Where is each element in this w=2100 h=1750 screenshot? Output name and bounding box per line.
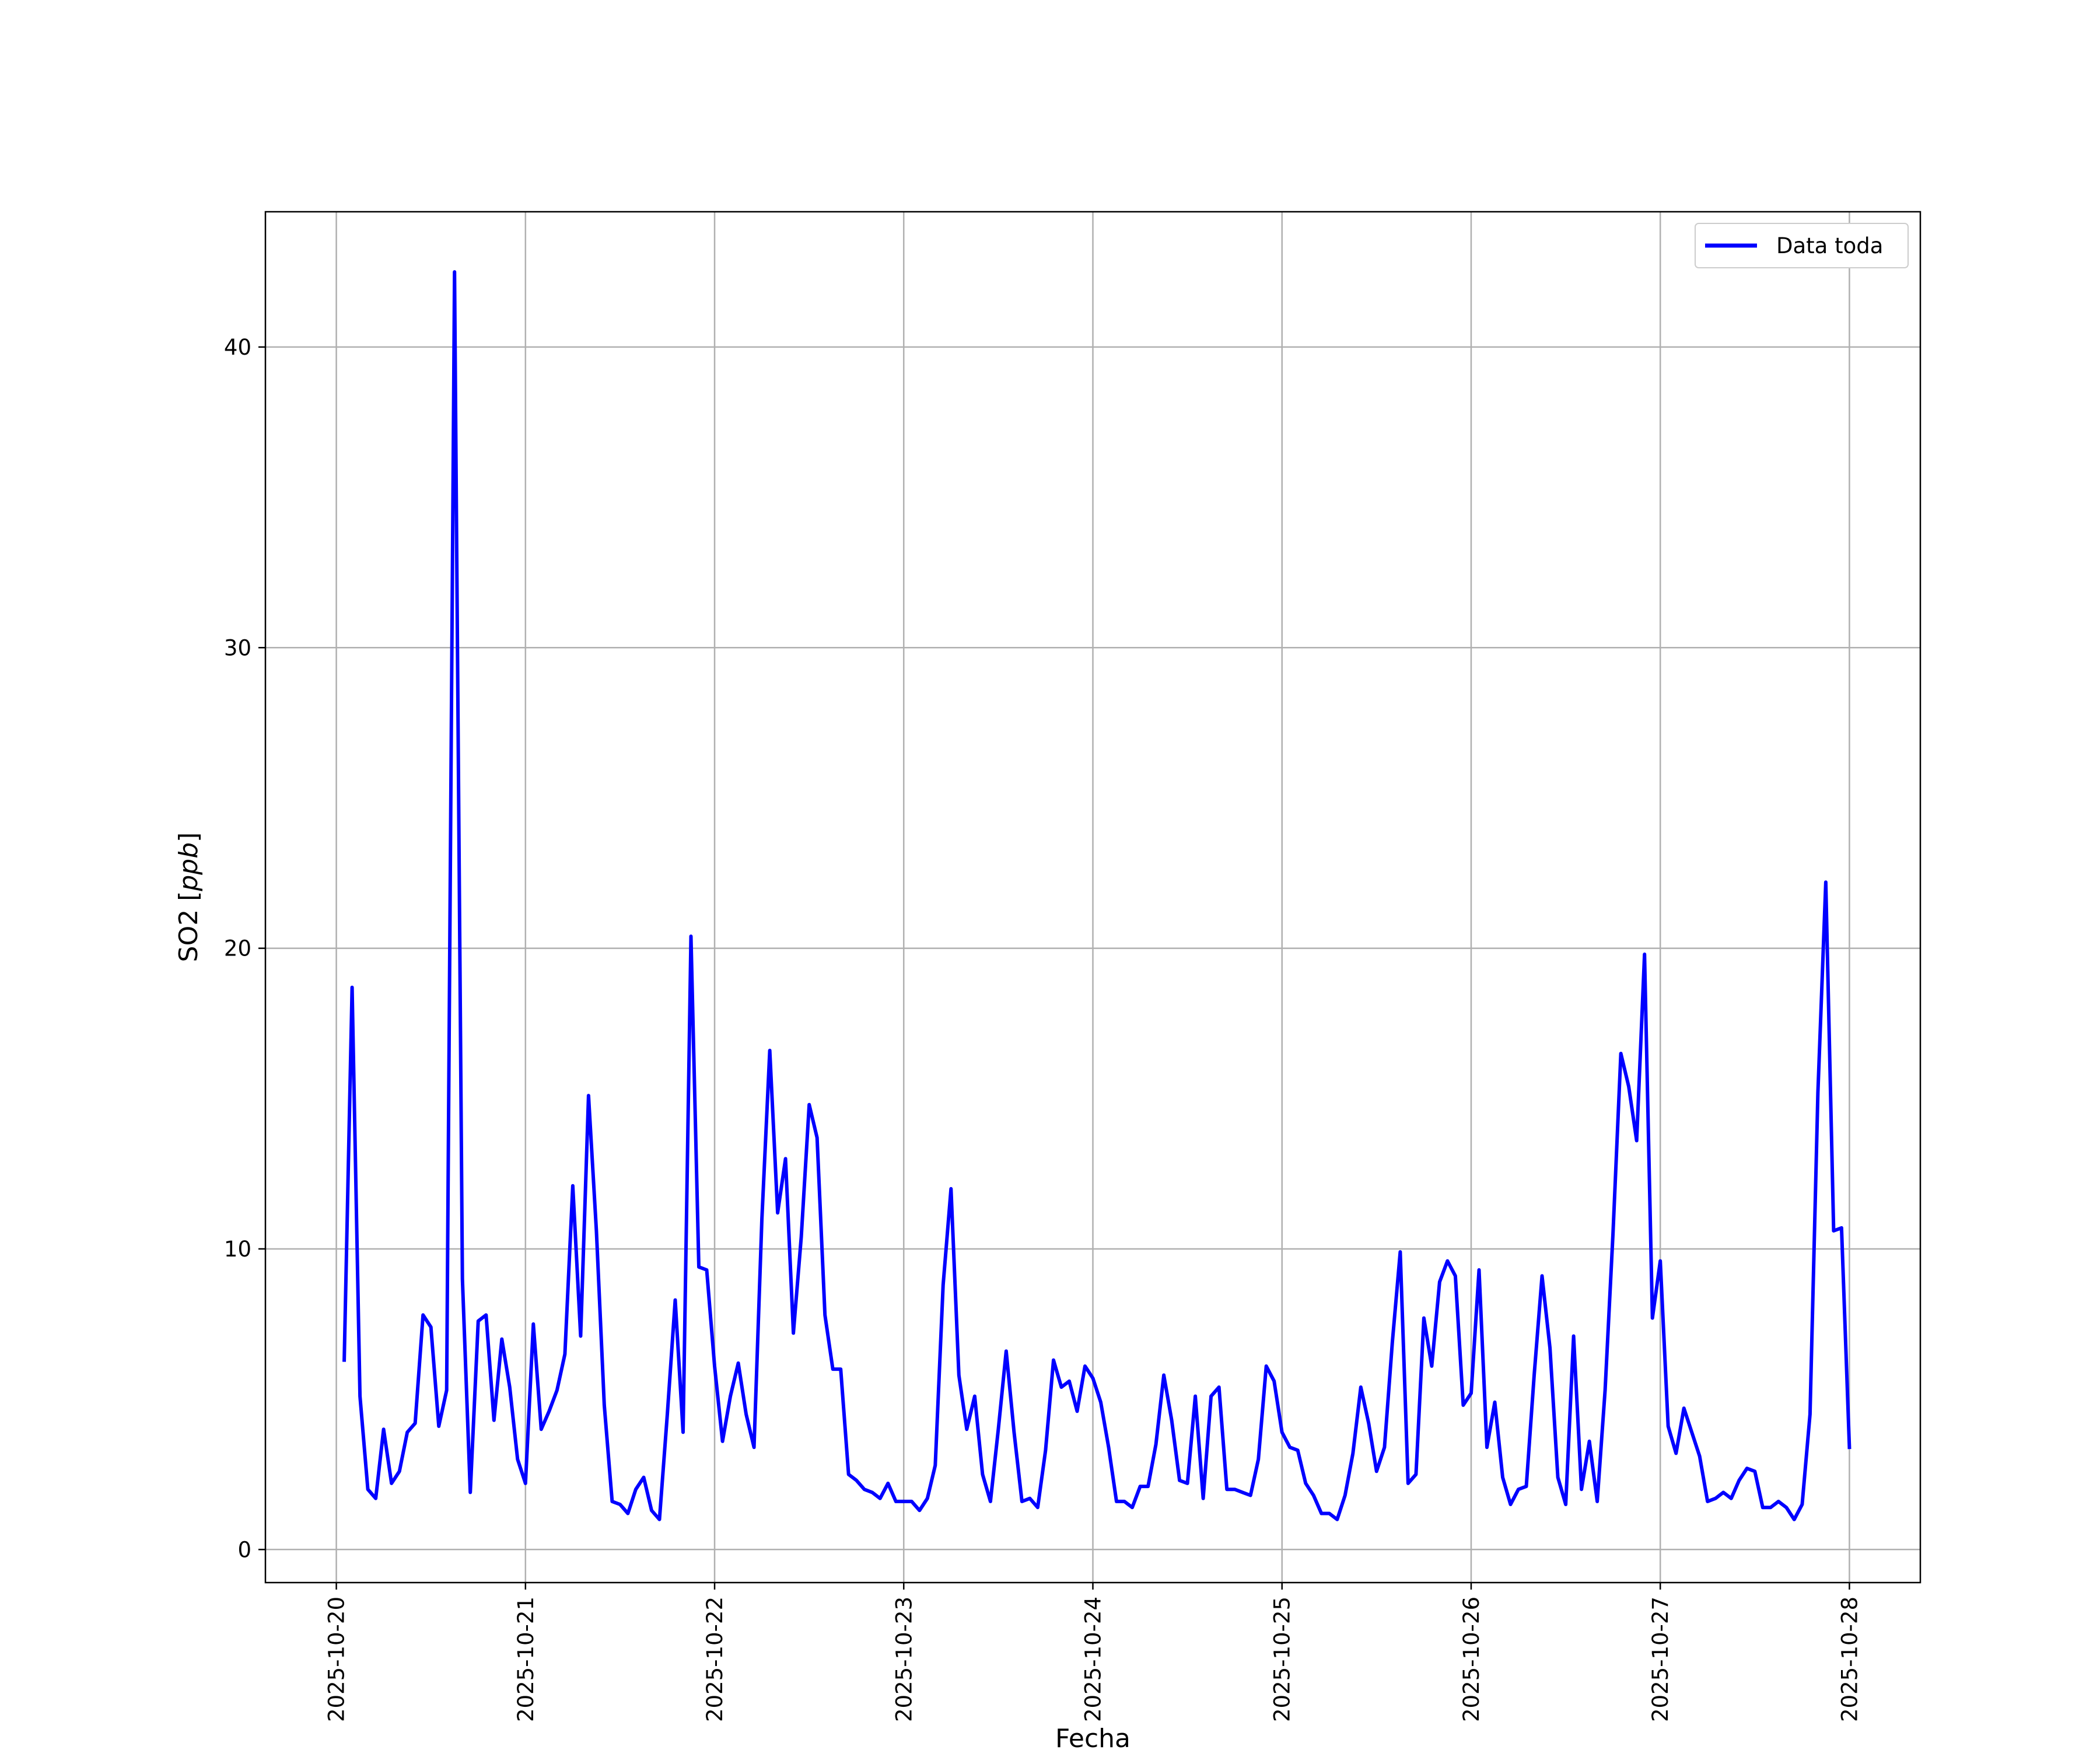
axis-ticks: 0 10 20 30 40 2025-10-20 2025-10-21 2025-10-22 2… (224, 335, 1863, 1722)
x-tick-label: 2025-10-21 (513, 1597, 538, 1722)
x-axis-label: Fecha (1055, 1724, 1130, 1750)
y-tick-label: 10 (224, 1237, 251, 1262)
x-tick-label: 2025-10-27 (1648, 1597, 1673, 1722)
x-tick-label: 2025-10-20 (324, 1597, 349, 1722)
grid (265, 212, 1920, 1583)
x-tick-label: 2025-10-25 (1270, 1597, 1295, 1722)
y-axis-label-suffix: ] (174, 832, 204, 842)
series-line-data-toda (342, 270, 1852, 1521)
legend-entry-label: Data toda (1776, 233, 1883, 258)
x-tick-label: 2025-10-28 (1837, 1597, 1862, 1722)
x-tick-label: 2025-10-22 (702, 1597, 727, 1722)
y-tick-label: 40 (224, 335, 251, 360)
y-axis-label-prefix: SO2 [ (174, 891, 204, 963)
y-tick-label: 0 (237, 1537, 251, 1562)
x-tick-label: 2025-10-23 (891, 1597, 916, 1722)
x-tick-label: 2025-10-24 (1081, 1597, 1106, 1722)
x-tick-label: 2025-10-26 (1459, 1597, 1484, 1722)
legend: Data toda (1695, 223, 1909, 268)
y-axis-label: SO2 [ppb] (174, 832, 204, 963)
series-layer (342, 270, 1852, 1521)
y-tick-label: 30 (224, 635, 251, 660)
y-tick-label: 20 (224, 936, 251, 961)
legend-box (1695, 223, 1909, 268)
y-axis-label-unit: ppb (174, 842, 204, 892)
